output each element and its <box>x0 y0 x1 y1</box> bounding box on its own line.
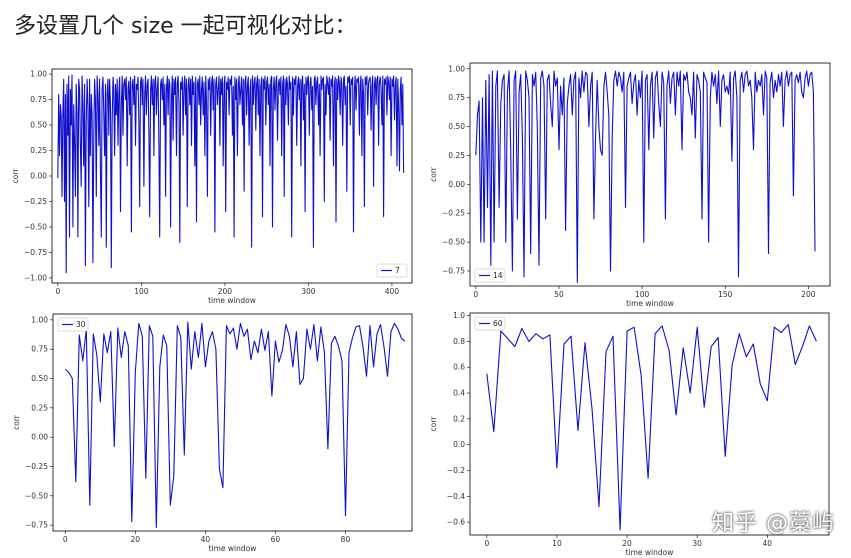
y-tick-label: 0.50 <box>448 122 465 131</box>
x-tick-label: 80 <box>341 535 351 544</box>
y-tick-label: 0.25 <box>30 146 47 155</box>
y-tick-label: 0.25 <box>31 403 48 412</box>
y-axis-label: corr <box>12 414 21 430</box>
y-tick-label: 0.75 <box>30 95 47 104</box>
legend: 60 <box>474 316 506 331</box>
chart-svg: −0.75 −0.50 −0.25 0.00 0.25 0.50 0.75 1.00 0 50 10… <box>429 62 831 308</box>
x-tick-label: 100 <box>134 287 149 296</box>
x-tick-label: 200 <box>801 290 816 299</box>
watermark-text: 知乎 @ <box>711 511 789 536</box>
y-tick-label: 0.25 <box>448 151 465 160</box>
chart-panel-3: −0.75 −0.50 −0.25 0.00 0.25 0.50 0.75 1.00 0 20 40… <box>0 305 425 558</box>
x-tick-label: 400 <box>385 287 400 296</box>
y-tick-label: −0.50 <box>24 222 47 231</box>
plot-frame <box>469 312 830 536</box>
legend: 7 <box>376 263 408 278</box>
x-tick-label: 0 <box>63 535 68 544</box>
y-tick-label: −0.50 <box>442 238 465 247</box>
y-tick-label: 1.00 <box>448 64 465 73</box>
chart-panel-4: −0.6 −0.4 −0.2 0.0 0.2 0.4 0.6 0.8 1.0 0 10 20 30 40 t… <box>425 305 851 558</box>
chart-svg: −0.6 −0.4 −0.2 0.0 0.2 0.4 0.6 0.8 1.0 0 10 20 30 40 t… <box>429 311 830 557</box>
y-tick-label: 0.00 <box>30 172 47 181</box>
y-axis-label: corr <box>11 168 20 184</box>
y-tick-label: 0.50 <box>31 374 48 383</box>
y-tick-label: −0.75 <box>25 521 48 530</box>
page-heading: 多设置几个 size 一起可视化对比： <box>14 14 357 39</box>
y-axis-label: corr <box>429 166 438 182</box>
x-tick-label: 20 <box>622 539 632 548</box>
plot-frame <box>52 313 413 532</box>
y-tick-label: 0.0 <box>453 440 465 449</box>
y-tick-label: 0.4 <box>453 389 465 398</box>
legend: 14 <box>474 268 506 283</box>
x-tick-label: 60 <box>271 535 281 544</box>
x-tick-label: 10 <box>552 539 562 548</box>
y-axis-label: corr <box>429 416 438 432</box>
x-tick-label: 0 <box>55 287 60 296</box>
x-tick-label: 150 <box>718 290 733 299</box>
plot-frame <box>469 62 831 287</box>
chart-svg: −0.75 −0.50 −0.25 0.00 0.25 0.50 0.75 1.00 0 20 40… <box>12 313 413 553</box>
chart-panel-2: −0.75 −0.50 −0.25 0.00 0.25 0.50 0.75 1.00 0 50 10… <box>425 60 851 308</box>
y-tick-label: −0.25 <box>25 462 48 471</box>
y-tick-label: −0.6 <box>447 518 465 527</box>
chart-svg: −1.00 −0.75 −0.50 −0.25 0.00 0.25 0.50 0.75 1.00… <box>11 68 413 305</box>
x-tick-label: 200 <box>218 287 233 296</box>
series-line-7 <box>57 74 405 274</box>
series-line-14 <box>475 70 816 284</box>
x-tick-label: 30 <box>692 539 702 548</box>
x-axis-label: time window <box>626 299 674 308</box>
x-axis-label: time window <box>209 544 257 553</box>
legend-label: 60 <box>493 319 503 328</box>
x-tick-label: 100 <box>635 290 650 299</box>
y-tick-label: −0.50 <box>25 491 48 500</box>
x-axis-label: time window <box>626 548 674 557</box>
y-tick-label: 0.8 <box>453 337 465 346</box>
legend-label: 7 <box>395 266 400 275</box>
y-tick-label: −0.2 <box>447 466 465 475</box>
plot-frame <box>51 68 413 284</box>
series-line-30 <box>64 321 406 529</box>
y-tick-label: 0.75 <box>448 93 465 102</box>
watermark: 知乎 @藁屿 <box>712 505 835 537</box>
x-tick-label: 40 <box>201 535 211 544</box>
legend: 30 <box>57 317 89 332</box>
y-tick-label: −0.75 <box>442 266 465 275</box>
x-tick-label: 40 <box>763 539 773 548</box>
x-tick-label: 300 <box>301 287 316 296</box>
y-tick-label: 1.00 <box>30 70 47 79</box>
y-tick-label: 0.6 <box>453 363 465 372</box>
x-tick-label: 50 <box>554 290 564 299</box>
y-tick-label: −0.25 <box>24 197 47 206</box>
y-tick-label: −0.75 <box>24 248 47 257</box>
y-tick-label: 0.75 <box>31 345 48 354</box>
y-tick-label: −0.4 <box>447 492 465 501</box>
x-tick-label: 20 <box>131 535 141 544</box>
legend-label: 30 <box>76 320 86 329</box>
series-line-60 <box>486 324 817 531</box>
y-tick-label: 0.00 <box>448 180 465 189</box>
y-tick-label: 0.00 <box>31 433 48 442</box>
y-tick-label: −0.25 <box>442 209 465 218</box>
y-tick-label: 1.00 <box>31 315 48 324</box>
y-tick-label: 0.50 <box>30 121 47 130</box>
watermark-name: 藁屿 <box>788 511 835 536</box>
legend-label: 14 <box>493 271 503 280</box>
x-tick-label: 0 <box>473 290 478 299</box>
x-tick-label: 0 <box>484 539 489 548</box>
chart-panel-1: −1.00 −0.75 −0.50 −0.25 0.00 0.25 0.50 0.75 1.00… <box>0 60 425 305</box>
y-tick-label: −1.00 <box>24 273 47 282</box>
y-tick-label: 1.0 <box>453 311 465 320</box>
y-tick-label: 0.2 <box>453 414 465 423</box>
x-axis-label: time window <box>208 296 256 305</box>
